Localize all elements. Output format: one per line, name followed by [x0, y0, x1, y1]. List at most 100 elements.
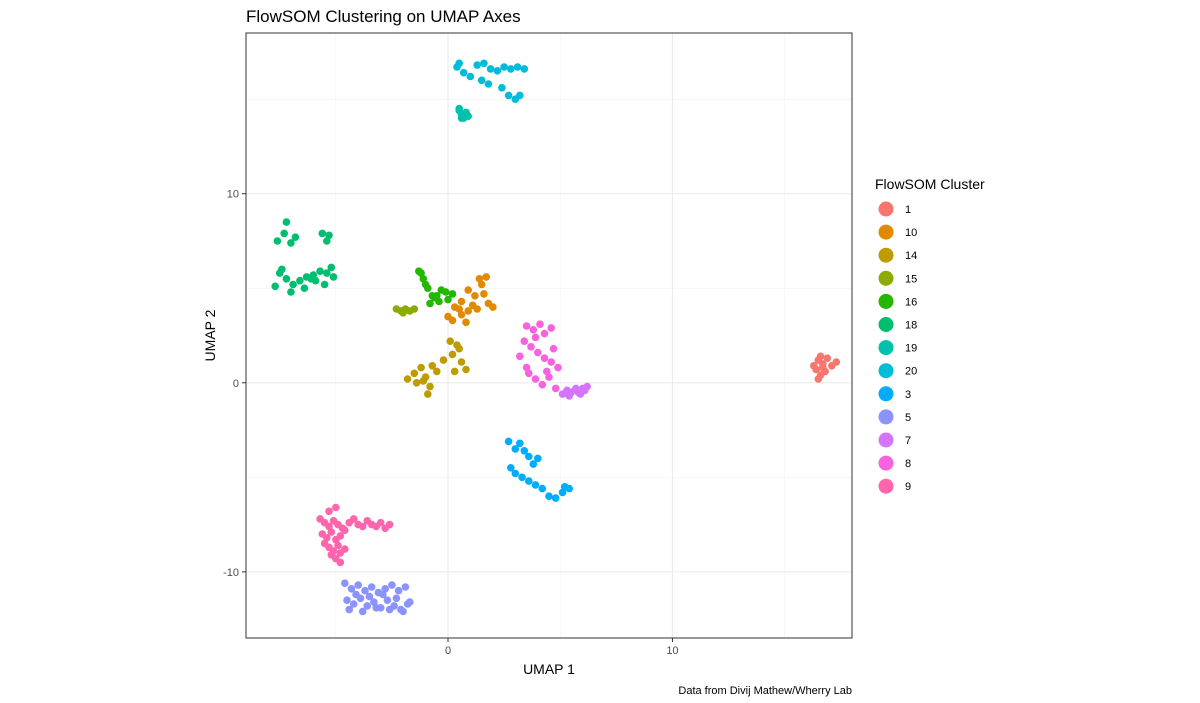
data-point-cluster-18 — [282, 218, 291, 226]
data-point-cluster-8 — [516, 352, 524, 361]
data-point-cluster-20 — [520, 65, 529, 73]
data-point-cluster-16 — [448, 290, 457, 298]
legend-key-18 — [878, 317, 894, 332]
data-point-cluster-14 — [424, 390, 432, 398]
data-point-cluster-16 — [437, 286, 446, 294]
data-point-cluster-8 — [551, 384, 560, 393]
data-point-cluster-19 — [457, 114, 466, 122]
data-point-cluster-1 — [832, 358, 841, 366]
data-point-cluster-8 — [525, 369, 533, 378]
data-point-cluster-8 — [540, 329, 549, 338]
data-point-cluster-10 — [477, 280, 486, 289]
data-point-cluster-20 — [459, 68, 468, 77]
data-point-cluster-5 — [399, 607, 407, 616]
data-point-cluster-14 — [403, 375, 412, 383]
data-point-cluster-16 — [426, 299, 434, 308]
data-point-cluster-3 — [516, 439, 524, 448]
y-tick-label: 0 — [233, 378, 239, 390]
data-point-cluster-5 — [361, 586, 369, 595]
data-point-cluster-5 — [347, 585, 356, 593]
data-point-cluster-18 — [271, 282, 280, 291]
data-point-cluster-8 — [534, 348, 542, 357]
legend-key-8 — [878, 455, 894, 471]
data-point-cluster-7 — [578, 384, 587, 393]
data-point-cluster-9 — [376, 518, 385, 527]
data-point-cluster-18 — [282, 275, 291, 283]
data-point-cluster-16 — [433, 292, 441, 300]
data-point-cluster-18 — [291, 233, 300, 241]
legend-key-14 — [878, 247, 894, 263]
data-point-cluster-5 — [401, 583, 410, 591]
data-point-cluster-8 — [529, 326, 538, 334]
data-point-cluster-1 — [812, 365, 820, 374]
data-point-cluster-14 — [419, 377, 428, 385]
data-point-cluster-10 — [462, 318, 470, 327]
legend-key-20 — [878, 363, 894, 379]
data-point-cluster-8 — [538, 380, 547, 389]
data-point-cluster-3 — [525, 477, 533, 485]
data-point-cluster-9 — [341, 545, 349, 553]
data-point-cluster-3 — [529, 460, 538, 468]
data-point-cluster-5 — [388, 581, 396, 589]
legend-label-16: 16 — [905, 296, 917, 308]
data-point-cluster-14 — [439, 356, 448, 364]
data-point-cluster-20 — [507, 65, 515, 73]
data-point-cluster-18 — [278, 265, 286, 274]
legend-key-19 — [878, 340, 894, 356]
data-point-cluster-3 — [525, 452, 533, 461]
data-point-cluster-14 — [462, 365, 470, 374]
data-point-cluster-3 — [538, 484, 547, 493]
data-point-cluster-10 — [457, 297, 466, 306]
data-point-cluster-18 — [323, 237, 331, 245]
data-point-cluster-14 — [433, 367, 441, 376]
data-point-cluster-18 — [296, 276, 304, 285]
data-point-cluster-7 — [565, 392, 573, 400]
legend-label-1: 1 — [905, 204, 911, 216]
data-point-cluster-20 — [516, 91, 524, 100]
data-point-cluster-9 — [334, 541, 342, 550]
data-point-cluster-3 — [560, 483, 569, 491]
data-point-cluster-10 — [482, 273, 491, 281]
data-point-cluster-16 — [419, 275, 428, 283]
data-point-cluster-19 — [464, 112, 473, 120]
legend-label-19: 19 — [905, 343, 917, 355]
panel-border — [245, 32, 853, 639]
data-point-cluster-10 — [475, 275, 484, 283]
data-point-cluster-14 — [446, 337, 455, 346]
data-point-cluster-14 — [417, 363, 425, 372]
data-point-cluster-9 — [349, 515, 358, 523]
data-point-cluster-18 — [280, 229, 289, 238]
data-point-cluster-14 — [428, 362, 437, 370]
data-point-cluster-8 — [547, 358, 555, 366]
data-point-cluster-5 — [352, 590, 360, 599]
data-point-cluster-18 — [289, 280, 297, 289]
data-point-cluster-5 — [363, 602, 372, 610]
y-tick-label: 10 — [227, 189, 239, 201]
data-point-cluster-9 — [336, 532, 345, 540]
data-point-cluster-18 — [323, 269, 331, 277]
data-point-cluster-8 — [531, 333, 540, 342]
legend-label-20: 20 — [905, 366, 917, 378]
data-point-cluster-10 — [464, 307, 473, 315]
legend-title: FlowSOM Cluster — [875, 176, 985, 192]
data-point-cluster-10 — [455, 305, 464, 313]
data-point-cluster-1 — [816, 352, 825, 361]
data-point-cluster-3 — [518, 473, 526, 482]
data-point-cluster-10 — [464, 286, 473, 294]
data-point-cluster-9 — [325, 507, 333, 516]
data-point-cluster-20 — [504, 91, 513, 100]
data-point-cluster-8 — [554, 363, 562, 372]
data-point-cluster-16 — [417, 269, 425, 277]
data-point-cluster-18 — [307, 275, 315, 283]
legend-label-14: 14 — [905, 250, 917, 262]
legend-label-10: 10 — [905, 227, 917, 239]
data-point-cluster-9 — [336, 558, 345, 567]
data-point-cluster-18 — [287, 239, 295, 247]
data-point-cluster-18 — [287, 288, 295, 296]
data-point-cluster-18 — [318, 229, 327, 238]
data-point-cluster-20 — [500, 63, 508, 71]
data-point-cluster-18 — [325, 231, 333, 240]
data-point-cluster-5 — [383, 596, 392, 604]
data-point-cluster-10 — [457, 310, 466, 319]
